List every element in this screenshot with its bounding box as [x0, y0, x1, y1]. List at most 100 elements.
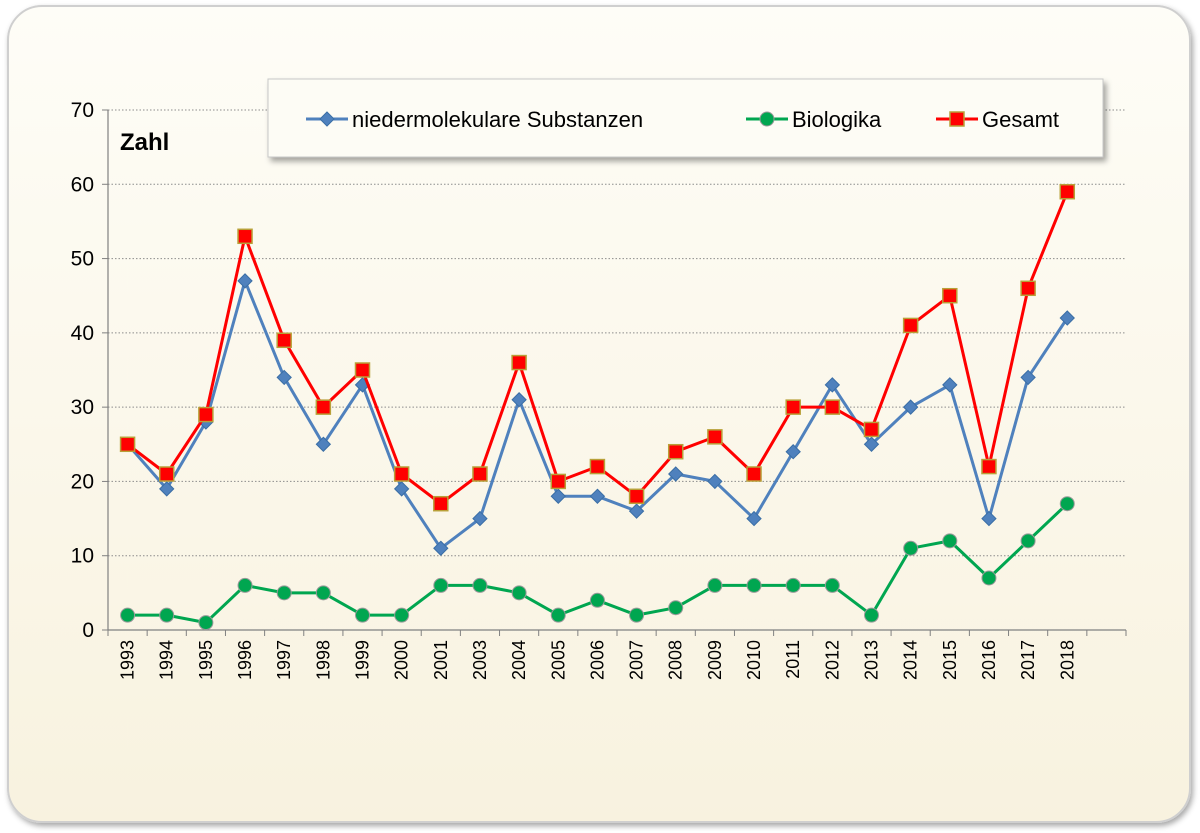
data-point	[824, 377, 841, 393]
x-tick-label: 1993	[118, 640, 138, 680]
data-point	[981, 570, 997, 586]
data-point	[1020, 280, 1036, 297]
data-point	[981, 458, 997, 475]
data-point	[394, 607, 410, 623]
data-point	[198, 615, 214, 631]
y-tick-label: 30	[71, 396, 94, 419]
data-point	[903, 540, 919, 556]
legend-label: Biologika	[792, 107, 882, 132]
data-point	[589, 488, 606, 504]
x-tick-label: 2013	[862, 640, 882, 680]
data-point	[668, 600, 684, 616]
x-tick-label: 1997	[274, 640, 294, 680]
data-point	[1059, 183, 1076, 200]
data-point	[628, 488, 645, 505]
data-point	[237, 273, 253, 289]
x-tick-label: 1994	[157, 640, 177, 680]
x-tick-label: 2014	[901, 640, 921, 680]
data-point	[942, 533, 958, 549]
x-tick-label: 2015	[940, 640, 960, 680]
x-tick-label: 2016	[979, 640, 999, 680]
data-point	[668, 466, 684, 482]
data-point	[433, 540, 449, 556]
data-point	[198, 406, 214, 423]
x-tick-label: 2011	[783, 640, 803, 679]
data-point	[315, 585, 331, 601]
data-point	[159, 481, 175, 497]
data-point	[942, 287, 958, 304]
data-point	[119, 436, 136, 453]
data-point	[276, 585, 292, 601]
data-point	[824, 399, 841, 415]
data-point	[942, 377, 958, 393]
x-tick-labels: 1993 1994 1995 1996 1997 1998 1999 2000 2001 2003…	[118, 640, 1078, 680]
x-tick-label: 2017	[1018, 640, 1038, 680]
x-tick-label: 2007	[627, 640, 647, 680]
data-point	[276, 369, 292, 386]
x-tick-label: 2005	[548, 640, 568, 680]
x-tick-label: 2012	[822, 640, 842, 680]
y-tick-label: 40	[71, 322, 94, 345]
data-point	[785, 444, 801, 460]
x-tick-label: 2006	[587, 640, 607, 680]
series-1	[120, 496, 1075, 631]
data-point	[237, 577, 253, 593]
data-point	[159, 607, 175, 623]
data-point	[158, 466, 175, 482]
y-axis-label: Zahl	[120, 129, 169, 156]
legend-swatch-marker	[319, 111, 335, 127]
x-tick-label: 2008	[666, 640, 686, 680]
x-tick-label: 2004	[509, 640, 529, 680]
x-tick-label: 2003	[470, 640, 490, 680]
legend: niedermolekulare Substanzen Biologika Gesa…	[267, 78, 1104, 158]
legend-swatch-marker	[949, 111, 965, 127]
data-point	[472, 577, 488, 593]
legend-label: niedermolekulare Substanzen	[352, 107, 643, 132]
data-point	[863, 436, 880, 452]
series-layer	[119, 183, 1076, 631]
x-tick-label: 1998	[313, 640, 333, 680]
data-point	[629, 607, 645, 623]
data-point	[472, 510, 488, 527]
y-tick-label: 70	[71, 99, 94, 122]
data-point	[707, 429, 723, 445]
data-point	[589, 458, 606, 475]
data-point	[707, 577, 723, 593]
legend-item: Gesamt	[936, 107, 1059, 132]
data-point	[902, 317, 919, 334]
data-point	[550, 607, 566, 623]
y-tick-label: 50	[71, 248, 94, 271]
x-tick-label: 1996	[235, 640, 255, 680]
data-point	[785, 399, 801, 415]
x-tick-label: 2009	[705, 640, 725, 680]
data-point	[315, 436, 332, 452]
data-point	[393, 481, 410, 497]
data-point	[120, 607, 136, 623]
data-point	[902, 399, 919, 415]
data-point	[864, 607, 879, 623]
chart-background	[7, 5, 1191, 823]
data-point	[981, 510, 997, 527]
data-point	[589, 592, 605, 608]
x-tick-label: 2000	[392, 640, 412, 680]
legend-item: niedermolekulare Substanzen	[306, 107, 643, 132]
axes	[102, 109, 1127, 636]
data-point	[1059, 310, 1075, 326]
data-point	[354, 362, 371, 378]
x-tick-label: 2001	[431, 640, 451, 680]
data-point	[511, 354, 527, 371]
data-point	[237, 228, 253, 245]
x-tick-label: 2010	[744, 640, 764, 680]
data-point	[707, 473, 723, 490]
data-point	[315, 399, 332, 415]
data-point	[511, 392, 527, 408]
data-point	[785, 577, 801, 593]
data-point	[276, 332, 292, 349]
legend-item: Biologika	[746, 107, 882, 132]
data-point	[863, 421, 880, 438]
y-tick-label: 20	[71, 470, 94, 493]
data-point	[472, 466, 488, 482]
data-point	[433, 495, 449, 512]
y-tick-label: 0	[82, 619, 94, 642]
x-tick-label: 1995	[196, 640, 216, 680]
